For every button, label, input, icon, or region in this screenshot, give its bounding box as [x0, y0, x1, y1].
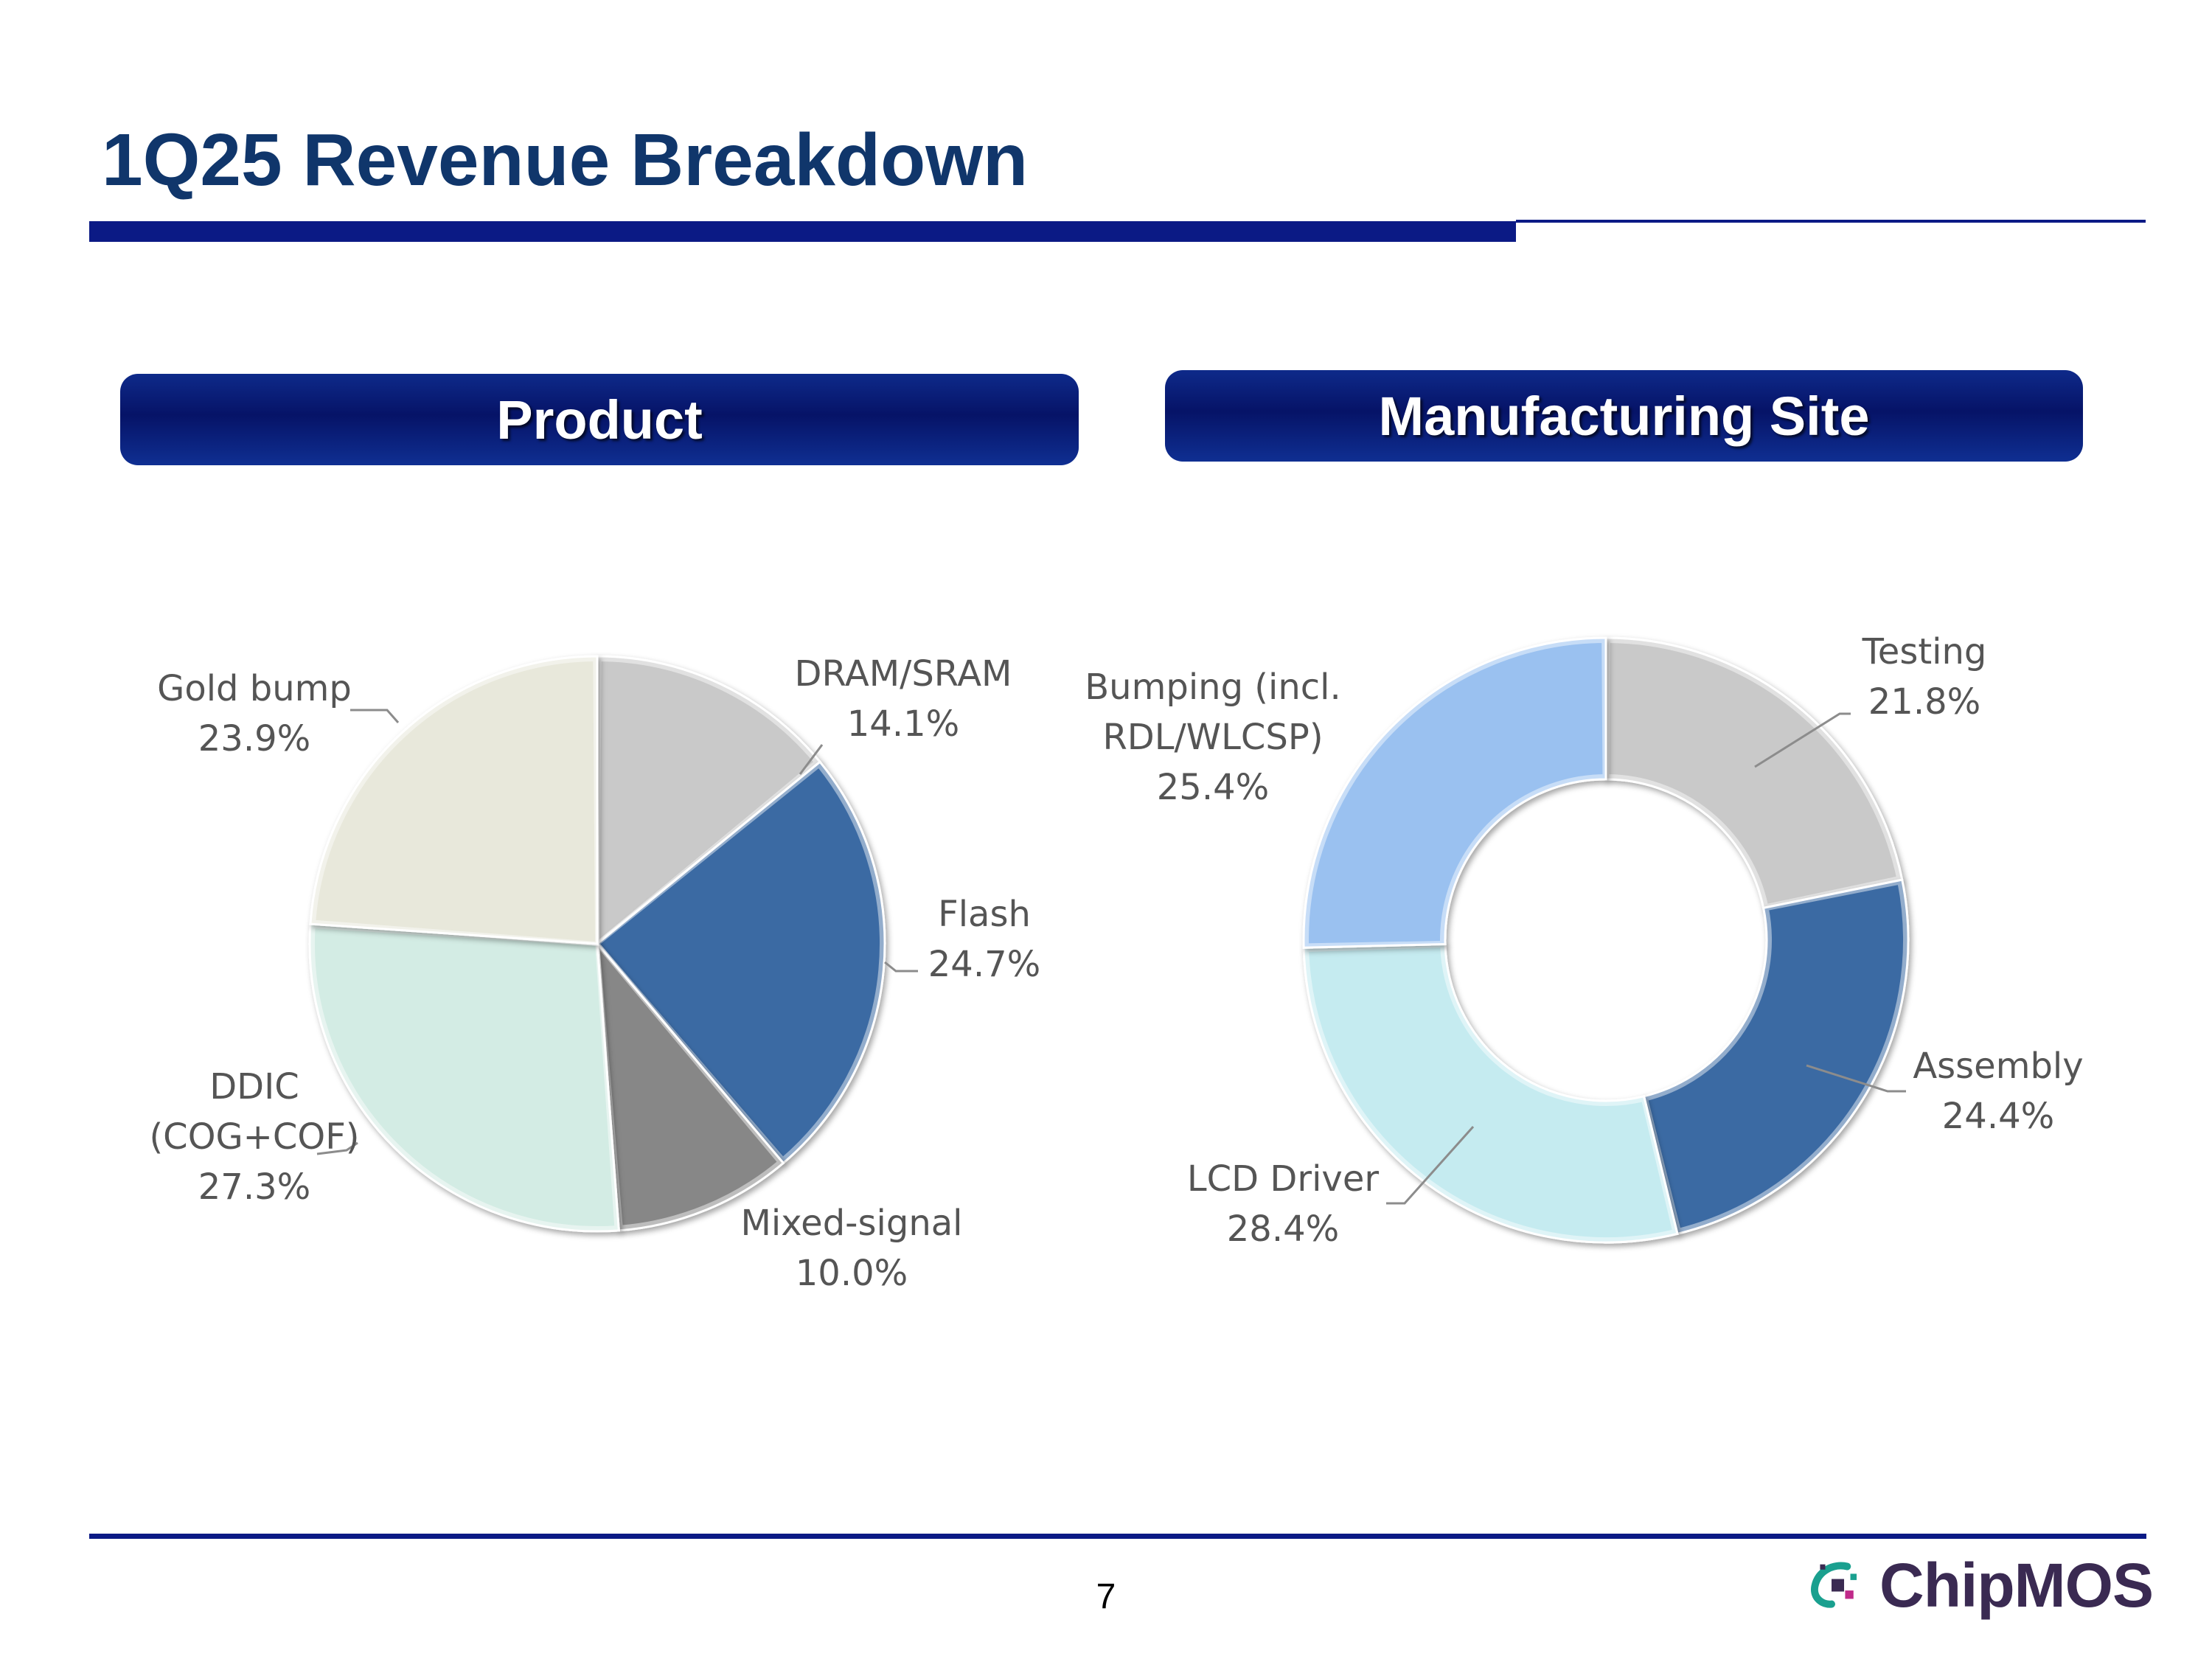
slice-highlight-lcd-driver: [1304, 943, 1677, 1242]
page-number: 7: [1096, 1577, 1116, 1616]
leader-line-lcd-driver: [1386, 1126, 1475, 1205]
data-label-mixed-signal: Mixed-signal 10.0%: [741, 1203, 963, 1294]
leader-line-flash: [884, 961, 918, 973]
page-title: 1Q25 Revenue Breakdown: [102, 119, 1029, 201]
data-label-line: Testing: [1862, 631, 1987, 672]
data-label-line: (COG+COF): [149, 1116, 359, 1158]
manufacturing-site-section-header: Manufacturing Site: [1165, 370, 2083, 462]
data-label-line: 10.0%: [796, 1253, 908, 1294]
data-label-bumping-incl-rdl-wlcsp: Bumping (incl. RDL/WLCSP) 25.4%: [1085, 667, 1341, 808]
data-label-line: 27.3%: [198, 1166, 310, 1208]
chipmos-logo: ChipMOS: [1806, 1548, 2154, 1622]
product-section-header: Product: [120, 374, 1079, 465]
leader-line-testing: [1754, 712, 1851, 768]
data-label-flash: Flash 24.7%: [928, 894, 1040, 985]
data-label-gold-bump: Gold bump 23.9%: [157, 668, 352, 759]
data-label-line: 25.4%: [1157, 767, 1269, 808]
data-label-line: Gold bump: [157, 668, 352, 709]
slice-highlight-testing: [1604, 638, 1902, 909]
data-label-line: 28.4%: [1227, 1208, 1339, 1250]
footer-rule: [89, 1534, 2146, 1539]
slice-dram-sram: [596, 655, 822, 947]
data-label-line: Mixed-signal: [741, 1203, 963, 1244]
slice-highlight-bumping-incl-rdl-wlcsp: [1304, 638, 1607, 948]
data-label-lcd-driver: LCD Driver 28.4%: [1187, 1158, 1379, 1250]
data-label-dram-sram: DRAM/SRAM 14.1%: [795, 653, 1012, 745]
leader-line-ddic-cog-cof: [316, 1141, 358, 1155]
slice-bumping-incl-rdl-wlcsp: [1302, 636, 1607, 949]
data-label-line: 21.8%: [1868, 681, 1980, 723]
data-label-line: 23.9%: [198, 718, 310, 759]
chipmos-logo-text: ChipMOS: [1879, 1550, 2154, 1620]
slice-mixed-signal: [596, 940, 785, 1232]
data-label-line: 14.1%: [847, 703, 959, 745]
data-label-assembly: Assembly 24.4%: [1913, 1046, 2083, 1137]
slice-highlight-flash: [594, 762, 884, 1163]
slice-highlight-gold-bump: [310, 656, 600, 947]
title-underline-thick: [89, 221, 1516, 242]
product-section-title: Product: [496, 389, 703, 451]
data-label-testing: Testing 21.8%: [1862, 631, 1987, 723]
slice-highlight-mixed-signal: [594, 936, 783, 1230]
title-underline-thin: [1516, 220, 2146, 223]
leader-line-gold-bump: [350, 709, 400, 723]
manufacturing-site-doughnut-chart: Testing 21.8% Assembly 24.4% LCD Driver 28.4%…: [1085, 631, 2083, 1250]
manufacturing-site-section-title: Manufacturing Site: [1378, 385, 1870, 447]
leader-line-assembly: [1806, 1064, 1906, 1093]
data-label-line: Assembly: [1913, 1046, 2083, 1087]
leader-line-dram-sram: [799, 744, 824, 775]
slice-highlight-ddic-cog-cof: [310, 923, 619, 1231]
data-label-line: Flash: [938, 894, 1031, 935]
data-label-line: Bumping (incl.: [1085, 667, 1341, 708]
data-label-line: 24.7%: [928, 944, 1040, 985]
chipmos-logo-icon: [1811, 1562, 1857, 1608]
slice-gold-bump: [309, 655, 599, 945]
slice-flash: [595, 760, 886, 1165]
slice-highlight-assembly: [1643, 880, 1907, 1234]
data-label-ddic-cog-cof: DDIC (COG+COF) 27.3%: [149, 1066, 359, 1208]
slice-ddic-cog-cof: [308, 922, 620, 1233]
product-pie-chart: DRAM/SRAM 14.1% Flash 24.7% Mixed-signal 10.0…: [149, 653, 1040, 1294]
data-label-line: RDL/WLCSP): [1102, 717, 1323, 758]
slice-lcd-driver: [1302, 942, 1679, 1244]
slice-testing: [1604, 636, 1904, 910]
slice-assembly: [1642, 878, 1910, 1236]
data-label-line: 24.4%: [1942, 1096, 2054, 1137]
data-label-line: LCD Driver: [1187, 1158, 1379, 1200]
slice-highlight-dram-sram: [594, 656, 820, 949]
data-label-line: DDIC: [209, 1066, 299, 1107]
data-label-line: DRAM/SRAM: [795, 653, 1012, 695]
